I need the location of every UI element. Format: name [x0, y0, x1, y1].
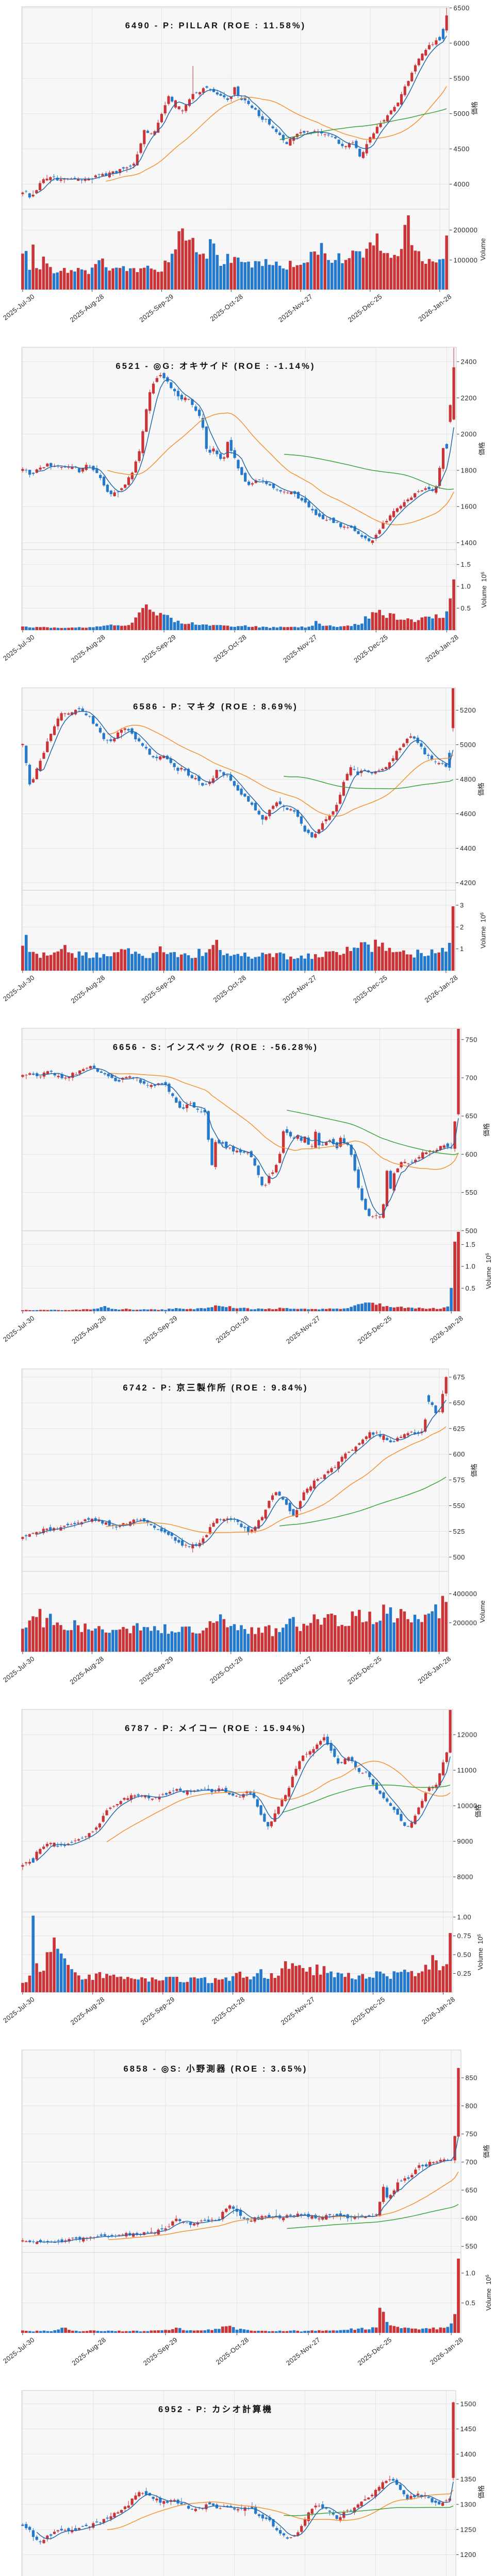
svg-text:100000: 100000: [454, 256, 478, 264]
svg-text:525: 525: [453, 1528, 466, 1535]
svg-text:価格: 価格: [477, 783, 485, 796]
svg-text:12000: 12000: [457, 1731, 477, 1739]
svg-text:6586 - P: マキタ (ROE : 8.69%): 6586 - P: マキタ (ROE : 8.69%): [133, 702, 298, 711]
svg-text:500: 500: [466, 1227, 478, 1234]
svg-text:0.50: 0.50: [457, 1951, 472, 1959]
svg-text:1450: 1450: [460, 2425, 476, 2433]
svg-text:1500: 1500: [460, 2400, 476, 2408]
svg-text:700: 700: [466, 2158, 478, 2166]
svg-text:4800: 4800: [460, 775, 476, 783]
svg-text:6952 - P: カシオ計算機: 6952 - P: カシオ計算機: [158, 2404, 273, 2414]
svg-text:価格: 価格: [470, 1464, 478, 1477]
svg-text:650: 650: [453, 1399, 466, 1406]
svg-text:1400: 1400: [460, 2450, 476, 2458]
svg-text:1250: 1250: [460, 2526, 476, 2533]
svg-text:1600: 1600: [461, 503, 477, 511]
svg-text:0.5: 0.5: [461, 604, 471, 612]
svg-text:Volume 106: Volume 106: [485, 2275, 492, 2311]
svg-text:0.25: 0.25: [457, 1970, 472, 1977]
svg-text:4400: 4400: [460, 844, 476, 852]
svg-text:6521 - ◎G: オキサイド (ROE : -1.14%: 6521 - ◎G: オキサイド (ROE : -1.14%): [116, 361, 315, 371]
svg-text:675: 675: [453, 1374, 466, 1381]
svg-text:500: 500: [453, 1553, 466, 1561]
svg-text:2200: 2200: [461, 394, 477, 402]
svg-text:5500: 5500: [454, 75, 470, 82]
svg-text:4500: 4500: [454, 145, 470, 153]
svg-text:1.0: 1.0: [466, 2269, 476, 2277]
svg-text:6000: 6000: [454, 39, 470, 47]
svg-text:0.5: 0.5: [466, 1284, 476, 1292]
svg-text:2000: 2000: [461, 430, 477, 438]
svg-text:6742 - P: 京三製作所 (ROE : 9.84%): 6742 - P: 京三製作所 (ROE : 9.84%): [123, 1382, 308, 1393]
svg-text:650: 650: [466, 1112, 478, 1120]
svg-text:5000: 5000: [454, 110, 470, 117]
svg-text:Volume 106: Volume 106: [480, 912, 487, 948]
svg-text:2400: 2400: [461, 358, 477, 366]
svg-text:550: 550: [453, 1502, 466, 1510]
svg-text:200000: 200000: [454, 226, 478, 234]
svg-text:1.5: 1.5: [466, 1241, 476, 1248]
svg-text:625: 625: [453, 1425, 466, 1432]
svg-text:Volume: Volume: [478, 1600, 486, 1622]
svg-text:価格: 価格: [483, 2145, 490, 2158]
svg-text:800: 800: [466, 2102, 478, 2110]
svg-text:575: 575: [453, 1476, 466, 1484]
svg-text:0.75: 0.75: [457, 1932, 472, 1940]
svg-text:9000: 9000: [457, 1838, 473, 1845]
svg-text:6787 - P: メイコー (ROE : 15.94%): 6787 - P: メイコー (ROE : 15.94%): [125, 1723, 306, 1733]
svg-text:価格: 価格: [474, 1804, 482, 1818]
svg-text:600: 600: [453, 1450, 466, 1458]
svg-text:5000: 5000: [460, 741, 476, 749]
svg-text:650: 650: [466, 2187, 478, 2194]
svg-text:1350: 1350: [460, 2476, 476, 2483]
svg-text:価格: 価格: [471, 101, 478, 115]
svg-text:Volume 106: Volume 106: [480, 572, 488, 608]
svg-text:4200: 4200: [460, 879, 476, 887]
svg-text:1.0: 1.0: [466, 1263, 476, 1270]
svg-text:1300: 1300: [460, 2501, 476, 2509]
svg-text:3: 3: [460, 902, 464, 909]
svg-text:750: 750: [466, 2130, 478, 2138]
svg-text:700: 700: [466, 1074, 478, 1082]
svg-text:600: 600: [466, 1150, 478, 1158]
svg-text:1: 1: [460, 945, 464, 953]
svg-text:750: 750: [466, 1036, 478, 1043]
svg-text:1200: 1200: [460, 2551, 476, 2558]
svg-text:1400: 1400: [461, 539, 477, 547]
svg-text:1800: 1800: [461, 466, 477, 474]
svg-text:550: 550: [466, 2243, 478, 2250]
svg-text:5200: 5200: [460, 706, 476, 714]
svg-text:1.00: 1.00: [457, 1913, 472, 1921]
svg-text:4600: 4600: [460, 810, 476, 818]
svg-text:1.5: 1.5: [461, 561, 471, 568]
svg-text:850: 850: [466, 2074, 478, 2082]
svg-text:11000: 11000: [457, 1767, 477, 1774]
svg-text:200000: 200000: [453, 1619, 477, 1626]
svg-text:600: 600: [466, 2214, 478, 2222]
svg-text:価格: 価格: [478, 442, 486, 455]
svg-text:8000: 8000: [457, 1873, 473, 1881]
svg-text:10000: 10000: [457, 1802, 477, 1810]
svg-text:550: 550: [466, 1189, 478, 1196]
svg-text:価格: 価格: [477, 2485, 485, 2499]
svg-text:400000: 400000: [453, 1590, 477, 1598]
svg-text:6500: 6500: [454, 4, 470, 12]
svg-text:6858 - ◎S: 小野測器 (ROE : 3.65%): 6858 - ◎S: 小野測器 (ROE : 3.65%): [123, 2063, 307, 2074]
svg-text:Volume: Volume: [479, 238, 487, 260]
svg-text:2: 2: [460, 923, 464, 931]
svg-text:1.0: 1.0: [461, 583, 471, 590]
svg-text:6490 - P: PILLAR (ROE : 11.58%: 6490 - P: PILLAR (ROE : 11.58%): [125, 21, 306, 30]
svg-text:価格: 価格: [483, 1123, 490, 1137]
svg-text:4000: 4000: [454, 180, 470, 188]
svg-text:Volume 106: Volume 106: [485, 1253, 492, 1289]
svg-text:6656 - S: インスペック (ROE : -56.28: 6656 - S: インスペック (ROE : -56.28%): [113, 1042, 318, 1052]
svg-text:Volume 106: Volume 106: [476, 1934, 484, 1970]
svg-text:0.5: 0.5: [466, 2299, 476, 2307]
